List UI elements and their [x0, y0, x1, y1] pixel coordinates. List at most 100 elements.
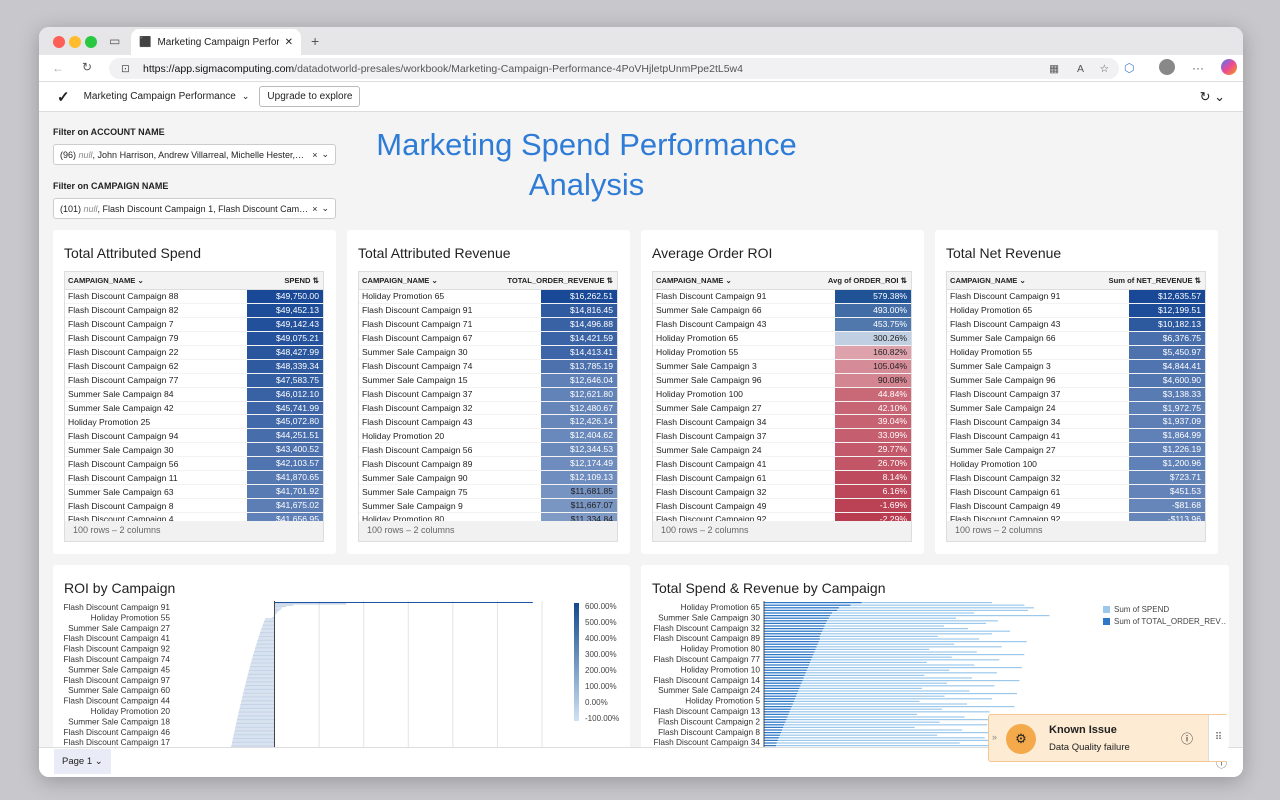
- table-row[interactable]: Summer Sale Campaign 27 42.10%: [653, 401, 911, 416]
- table-row[interactable]: Summer Sale Campaign 75 $11,681.85: [359, 485, 617, 500]
- table-row[interactable]: Holiday Promotion 65 $12,199.51: [947, 303, 1205, 318]
- zoom-window-icon[interactable]: [85, 36, 97, 48]
- data-table[interactable]: CAMPAIGN_NAME ⌄ SPEND ⇅ Flash Discount Cam…: [64, 271, 324, 542]
- table-row[interactable]: Flash Discount Campaign 88 $49,750.00: [65, 290, 323, 304]
- clear-icon[interactable]: ×: [312, 203, 318, 214]
- data-table[interactable]: CAMPAIGN_NAME ⌄ Sum of NET_REVENUE ⇅ Flash…: [946, 271, 1206, 542]
- table-row[interactable]: Flash Discount Campaign 37 $3,138.33: [947, 387, 1205, 402]
- column-header[interactable]: Avg of ORDER_ROI ⇅: [827, 276, 907, 285]
- favorite-icon[interactable]: ☆: [1099, 62, 1109, 75]
- table-row[interactable]: Flash Discount Campaign 61 $451.53: [947, 485, 1205, 500]
- table-row[interactable]: Summer Sale Campaign 63 $41,701.92: [65, 485, 323, 500]
- chevron-down-icon[interactable]: ⌄: [321, 203, 329, 213]
- page-tab[interactable]: Page 1 ⌄: [54, 749, 111, 774]
- table-row[interactable]: Flash Discount Campaign 43 $10,182.13: [947, 317, 1205, 332]
- reader-icon[interactable]: ▦: [1049, 62, 1059, 75]
- workbook-title[interactable]: Marketing Campaign Performance: [83, 91, 236, 102]
- table-row[interactable]: Flash Discount Campaign 37 $12,621.80: [359, 387, 617, 402]
- table-row[interactable]: Summer Sale Campaign 96 $4,600.90: [947, 373, 1205, 388]
- table-row[interactable]: Summer Sale Campaign 24 $1,972.75: [947, 401, 1205, 416]
- table-row[interactable]: Flash Discount Campaign 34 39.04%: [653, 415, 911, 430]
- table-row[interactable]: Flash Discount Campaign 11 $41,870.65: [65, 471, 323, 486]
- minimize-window-icon[interactable]: [69, 36, 81, 48]
- table-row[interactable]: Summer Sale Campaign 3 105.04%: [653, 359, 911, 374]
- table-row[interactable]: Flash Discount Campaign 8 $41,675.02: [65, 499, 323, 513]
- copilot-icon[interactable]: [1221, 59, 1237, 75]
- table-row[interactable]: Holiday Promotion 25 $45,072.80: [65, 415, 323, 430]
- table-row[interactable]: Flash Discount Campaign 56 $12,344.53: [359, 443, 617, 458]
- table-row[interactable]: Flash Discount Campaign 41 $1,864.99: [947, 429, 1205, 444]
- table-row[interactable]: Holiday Promotion 55 $5,450.97: [947, 345, 1205, 360]
- expand-icon[interactable]: »: [992, 732, 998, 742]
- table-row[interactable]: Flash Discount Campaign 79 $49,075.21: [65, 331, 323, 346]
- table-row[interactable]: Flash Discount Campaign 74 $13,785.19: [359, 359, 617, 374]
- table-row[interactable]: Flash Discount Campaign 91 $12,635.57: [947, 290, 1205, 304]
- table-row[interactable]: Flash Discount Campaign 32 $12,480.67: [359, 401, 617, 416]
- clear-icon[interactable]: ×: [312, 149, 318, 160]
- table-row[interactable]: Summer Sale Campaign 66 $6,376.75: [947, 331, 1205, 346]
- table-row[interactable]: Flash Discount Campaign 49 -$81.68: [947, 499, 1205, 513]
- table-row[interactable]: Flash Discount Campaign 94 $44,251.51: [65, 429, 323, 444]
- sidebar-icon[interactable]: ▭: [109, 34, 121, 48]
- data-table[interactable]: CAMPAIGN_NAME ⌄ TOTAL_ORDER_REVENUE ⇅ Holi…: [358, 271, 618, 542]
- table-row[interactable]: Flash Discount Campaign 71 $14,496.88: [359, 317, 617, 332]
- table-row[interactable]: Flash Discount Campaign 56 $42,103.57: [65, 457, 323, 472]
- column-header[interactable]: SPEND ⇅: [284, 276, 319, 285]
- read-aloud-icon[interactable]: A: [1076, 62, 1084, 75]
- drag-handle-icon[interactable]: ⠿: [1208, 715, 1228, 761]
- table-row[interactable]: Flash Discount Campaign 62 $48,339.34: [65, 359, 323, 374]
- table-row[interactable]: Flash Discount Campaign 22 $48,427.99: [65, 345, 323, 360]
- help-icon[interactable]: ⓘ: [1216, 758, 1227, 770]
- table-row[interactable]: Summer Sale Campaign 30 $43,400.52: [65, 443, 323, 458]
- chevron-down-icon[interactable]: ⌄: [321, 149, 329, 159]
- table-row[interactable]: Flash Discount Campaign 32 $723.71: [947, 471, 1205, 486]
- table-row[interactable]: Flash Discount Campaign 82 $49,452.13: [65, 303, 323, 318]
- upgrade-button[interactable]: Upgrade to explore: [259, 86, 361, 107]
- data-table[interactable]: CAMPAIGN_NAME ⌄ Avg of ORDER_ROI ⇅ Flash D…: [652, 271, 912, 542]
- close-window-icon[interactable]: [53, 36, 65, 48]
- table-row[interactable]: Holiday Promotion 55 160.82%: [653, 345, 911, 360]
- refresh-icon[interactable]: ↻ ⌄: [1199, 88, 1225, 104]
- filter-campaign-name[interactable]: (101) null, Flash Discount Campaign 1, F…: [53, 198, 336, 219]
- table-row[interactable]: Flash Discount Campaign 32 6.16%: [653, 485, 911, 500]
- table-row[interactable]: Holiday Promotion 100 44.84%: [653, 387, 911, 402]
- browser-tab[interactable]: ⬛ Marketing Campaign Performan ✕: [131, 29, 301, 55]
- sigma-logo-icon[interactable]: ✓: [57, 88, 70, 106]
- table-row[interactable]: Flash Discount Campaign 43 $12,426.14: [359, 415, 617, 430]
- table-row[interactable]: Holiday Promotion 20 $12,404.62: [359, 429, 617, 444]
- known-issue-toast[interactable]: » ⚙ Known Issue Data Quality failure ⓘ ⠿: [988, 714, 1228, 762]
- close-tab-icon[interactable]: ✕: [284, 36, 293, 48]
- table-row[interactable]: Holiday Promotion 65 $16,262.51: [359, 290, 617, 304]
- table-row[interactable]: Summer Sale Campaign 96 90.08%: [653, 373, 911, 388]
- table-row[interactable]: Flash Discount Campaign 34 $1,937.09: [947, 415, 1205, 430]
- table-row[interactable]: Summer Sale Campaign 66 493.00%: [653, 303, 911, 318]
- table-row[interactable]: Holiday Promotion 100 $1,200.96: [947, 457, 1205, 472]
- extension-icon[interactable]: ⬡: [1124, 61, 1135, 75]
- site-info-icon[interactable]: ⊡: [121, 62, 130, 75]
- table-row[interactable]: Summer Sale Campaign 42 $45,741.99: [65, 401, 323, 416]
- table-row[interactable]: Flash Discount Campaign 89 $12,174.49: [359, 457, 617, 472]
- column-header[interactable]: CAMPAIGN_NAME ⌄: [656, 276, 732, 285]
- reload-icon[interactable]: ↻: [82, 60, 93, 74]
- column-header[interactable]: CAMPAIGN_NAME ⌄: [362, 276, 438, 285]
- table-row[interactable]: Summer Sale Campaign 9 $11,667.07: [359, 499, 617, 513]
- table-row[interactable]: Flash Discount Campaign 49 -1.69%: [653, 499, 911, 513]
- chevron-down-icon[interactable]: ⌄: [241, 91, 250, 101]
- table-row[interactable]: Flash Discount Campaign 61 8.14%: [653, 471, 911, 486]
- new-tab-icon[interactable]: +: [311, 33, 320, 49]
- table-row[interactable]: Summer Sale Campaign 15 $12,646.04: [359, 373, 617, 388]
- profile-avatar[interactable]: [1159, 59, 1175, 75]
- info-icon[interactable]: ⓘ: [1181, 732, 1194, 746]
- table-row[interactable]: Flash Discount Campaign 91 $14,816.45: [359, 303, 617, 318]
- table-row[interactable]: Summer Sale Campaign 30 $14,413.41: [359, 345, 617, 360]
- table-row[interactable]: Flash Discount Campaign 7 $49,142.43: [65, 317, 323, 332]
- back-icon[interactable]: ←: [52, 61, 64, 75]
- table-row[interactable]: Summer Sale Campaign 27 $1,226.19: [947, 443, 1205, 458]
- column-header[interactable]: Sum of NET_REVENUE ⇅: [1108, 276, 1201, 285]
- column-header[interactable]: CAMPAIGN_NAME ⌄: [68, 276, 144, 285]
- table-row[interactable]: Holiday Promotion 65 300.26%: [653, 331, 911, 346]
- table-row[interactable]: Summer Sale Campaign 3 $4,844.41: [947, 359, 1205, 374]
- url-field[interactable]: ⊡ https://app.sigmacomputing.com/datadotw…: [109, 58, 1119, 79]
